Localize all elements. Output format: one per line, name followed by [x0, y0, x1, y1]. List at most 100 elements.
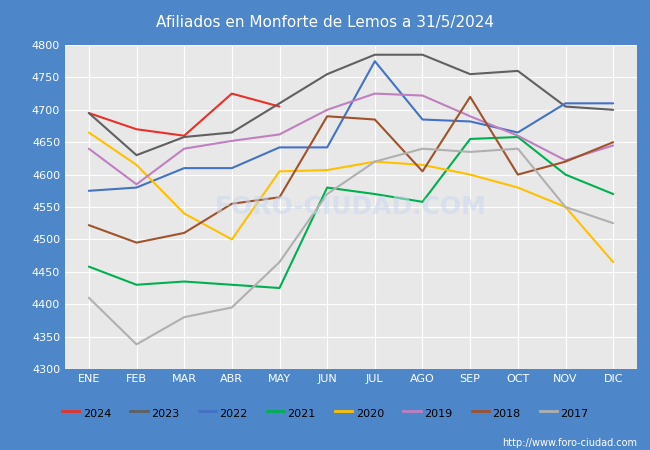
2021: [371, 191, 379, 197]
2017: [466, 149, 474, 155]
2023: [371, 52, 379, 58]
Text: 2018: 2018: [492, 409, 521, 419]
2021: [85, 264, 93, 269]
2019: [562, 158, 569, 163]
2020: [323, 167, 331, 173]
2017: [133, 342, 140, 347]
2021: [514, 134, 522, 140]
2018: [419, 169, 426, 174]
2017: [323, 191, 331, 197]
2017: [514, 146, 522, 151]
2021: [180, 279, 188, 284]
2023: [276, 101, 283, 106]
Text: 2017: 2017: [560, 409, 589, 419]
2021: [419, 199, 426, 204]
2018: [466, 94, 474, 99]
2022: [180, 166, 188, 171]
2018: [85, 222, 93, 228]
Text: 2019: 2019: [424, 409, 452, 419]
2020: [371, 159, 379, 164]
2017: [276, 259, 283, 265]
2017: [609, 220, 617, 226]
2017: [371, 159, 379, 164]
2023: [180, 134, 188, 140]
2021: [228, 282, 236, 288]
2022: [466, 119, 474, 124]
2021: [609, 191, 617, 197]
2019: [180, 146, 188, 151]
Line: 2018: 2018: [89, 97, 613, 243]
2024: [133, 126, 140, 132]
2023: [323, 72, 331, 77]
Text: 2021: 2021: [287, 409, 316, 419]
2022: [514, 130, 522, 135]
2018: [228, 201, 236, 207]
Line: 2021: 2021: [89, 137, 613, 288]
2019: [609, 143, 617, 148]
2018: [562, 159, 569, 164]
Text: 2024: 2024: [83, 409, 111, 419]
2020: [133, 162, 140, 167]
2023: [419, 52, 426, 58]
2024: [228, 91, 236, 96]
Line: 2017: 2017: [89, 148, 613, 344]
2017: [419, 146, 426, 151]
2020: [562, 204, 569, 210]
2019: [276, 132, 283, 137]
2020: [180, 211, 188, 216]
2023: [228, 130, 236, 135]
2021: [276, 285, 283, 291]
Line: 2024: 2024: [89, 94, 280, 136]
2022: [371, 58, 379, 64]
2020: [466, 172, 474, 177]
2019: [419, 93, 426, 98]
2024: [180, 133, 188, 139]
Text: 2022: 2022: [219, 409, 248, 419]
2018: [276, 194, 283, 200]
2021: [562, 172, 569, 177]
2020: [609, 259, 617, 265]
2019: [228, 138, 236, 144]
2017: [228, 305, 236, 310]
2022: [85, 188, 93, 194]
2017: [180, 315, 188, 320]
Line: 2020: 2020: [89, 132, 613, 262]
2019: [323, 107, 331, 112]
2023: [466, 72, 474, 77]
2022: [419, 117, 426, 122]
2024: [85, 110, 93, 116]
2020: [276, 169, 283, 174]
2023: [133, 153, 140, 158]
2023: [562, 104, 569, 109]
2022: [609, 101, 617, 106]
2021: [466, 136, 474, 142]
2024: [276, 104, 283, 109]
2022: [133, 185, 140, 190]
2020: [514, 185, 522, 190]
2019: [514, 133, 522, 139]
Text: Afiliados en Monforte de Lemos a 31/5/2024: Afiliados en Monforte de Lemos a 31/5/20…: [156, 15, 494, 30]
2021: [323, 185, 331, 190]
2018: [180, 230, 188, 236]
2018: [133, 240, 140, 245]
2018: [609, 140, 617, 145]
2017: [85, 295, 93, 301]
2023: [609, 107, 617, 112]
2017: [562, 204, 569, 210]
2022: [228, 166, 236, 171]
2022: [562, 101, 569, 106]
Text: 2020: 2020: [356, 409, 384, 419]
Text: FORO-CIUDAD.COM: FORO-CIUDAD.COM: [215, 195, 487, 219]
2021: [133, 282, 140, 288]
2020: [85, 130, 93, 135]
2018: [371, 117, 379, 122]
2023: [514, 68, 522, 74]
2023: [85, 110, 93, 116]
2022: [323, 145, 331, 150]
2019: [371, 91, 379, 96]
2019: [85, 146, 93, 151]
2018: [514, 172, 522, 177]
2019: [466, 113, 474, 119]
2020: [419, 162, 426, 167]
Text: 2023: 2023: [151, 409, 179, 419]
